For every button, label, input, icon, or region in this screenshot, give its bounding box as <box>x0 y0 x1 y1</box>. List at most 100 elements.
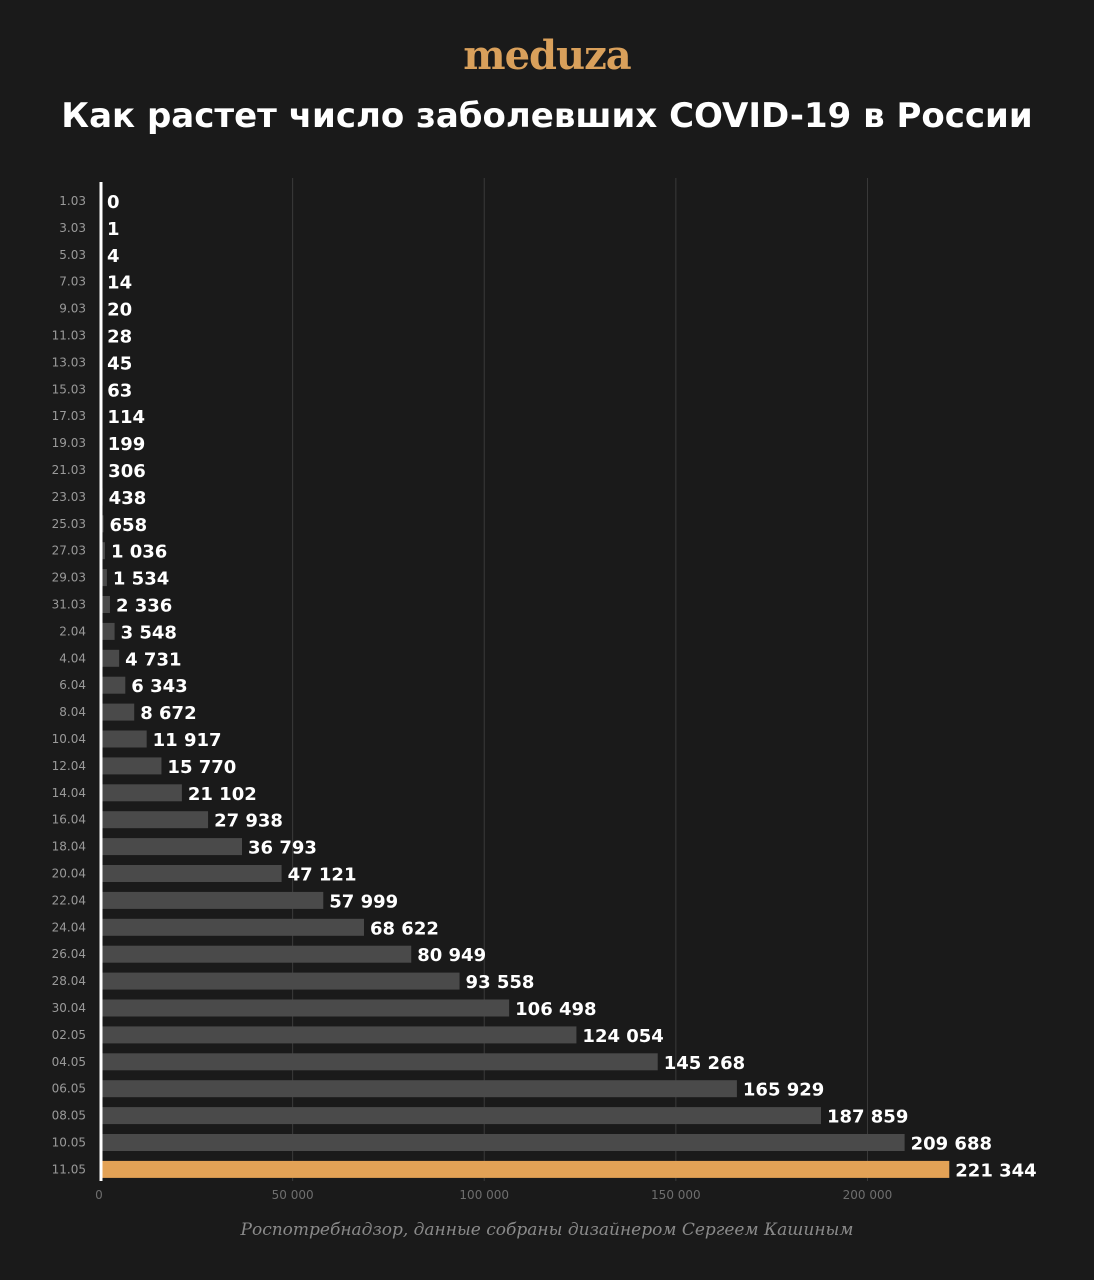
category-label: 3.03 <box>59 221 86 235</box>
value-label: 68 622 <box>370 918 439 939</box>
source-caption: Роспотребнадзор, данные собраны дизайнер… <box>240 1220 854 1240</box>
bar <box>101 1026 577 1044</box>
bar <box>101 891 324 909</box>
category-label: 14.04 <box>52 786 86 800</box>
x-tick-label: 0 <box>95 1188 103 1202</box>
value-label: 114 <box>107 407 145 428</box>
value-label: 4 <box>107 246 120 267</box>
value-label: 124 054 <box>582 1026 663 1047</box>
value-label: 57 999 <box>329 891 398 912</box>
category-label: 9.03 <box>59 302 86 316</box>
category-label: 29.03 <box>52 571 86 585</box>
value-label: 145 268 <box>664 1053 745 1074</box>
category-label: 6.04 <box>59 678 86 692</box>
bar <box>101 1134 905 1151</box>
value-label: 11 917 <box>153 730 222 751</box>
category-label: 10.05 <box>52 1136 86 1150</box>
value-label: 0 <box>107 192 120 213</box>
value-label: 45 <box>107 353 132 374</box>
value-label: 438 <box>109 488 147 509</box>
bar <box>101 1160 950 1178</box>
value-label: 199 <box>108 434 146 455</box>
chart-title: Как растет число заболевших COVID-19 в Р… <box>61 96 1033 136</box>
category-label: 18.04 <box>52 840 86 854</box>
value-label: 8 672 <box>140 703 196 724</box>
category-label: 04.05 <box>52 1055 86 1069</box>
value-label: 4 731 <box>125 649 181 670</box>
value-label: 27 938 <box>214 811 283 832</box>
value-label: 209 688 <box>911 1134 992 1155</box>
bar <box>101 596 110 613</box>
value-label: 3 548 <box>121 622 177 643</box>
value-label: 6 343 <box>131 676 187 697</box>
category-label: 26.04 <box>52 947 86 961</box>
bar <box>101 1053 658 1071</box>
category-label: 24.04 <box>52 920 86 934</box>
value-label: 20 <box>107 300 132 321</box>
category-label: 11.05 <box>52 1162 86 1176</box>
category-label: 17.03 <box>52 409 86 423</box>
x-tick-label: 50 000 <box>272 1188 314 1202</box>
bar <box>101 1080 737 1098</box>
bar <box>101 757 162 775</box>
category-label: 25.03 <box>52 517 86 531</box>
category-label: 7.03 <box>59 275 86 289</box>
value-label: 165 929 <box>743 1080 824 1101</box>
bar <box>101 676 126 694</box>
bar <box>101 730 147 748</box>
bar <box>101 1107 821 1125</box>
value-label: 187 859 <box>827 1107 908 1128</box>
x-tick-label: 100 000 <box>459 1188 509 1202</box>
bar <box>101 918 364 936</box>
bar <box>101 999 510 1017</box>
bar <box>101 784 182 802</box>
category-label: 15.03 <box>52 382 86 396</box>
category-label: 11.03 <box>52 329 86 343</box>
value-label: 1 036 <box>111 542 167 563</box>
value-label: 21 102 <box>188 784 257 805</box>
category-label: 2.04 <box>59 624 86 638</box>
category-label: 10.04 <box>52 732 86 746</box>
category-label: 06.05 <box>52 1082 86 1096</box>
x-tick-label: 150 000 <box>651 1188 701 1202</box>
category-label: 20.04 <box>52 867 86 881</box>
category-label: 08.05 <box>52 1109 86 1123</box>
value-label: 1 <box>107 219 120 240</box>
bar <box>101 542 105 560</box>
bar <box>101 865 282 882</box>
category-label: 19.03 <box>52 436 86 450</box>
x-tick-label: 200 000 <box>843 1188 893 1202</box>
bar <box>101 838 243 856</box>
category-label: 30.04 <box>52 1001 86 1015</box>
bar <box>101 569 107 587</box>
meduza-logo: meduza <box>463 32 631 79</box>
category-label: 27.03 <box>52 544 86 558</box>
category-label: 02.05 <box>52 1028 86 1042</box>
bar <box>101 622 115 640</box>
category-label: 1.03 <box>59 194 86 208</box>
value-label: 63 <box>107 380 132 401</box>
value-label: 15 770 <box>167 757 236 778</box>
bar <box>101 811 209 829</box>
value-label: 14 <box>107 273 132 294</box>
value-label: 221 344 <box>955 1160 1036 1181</box>
category-label: 12.04 <box>52 759 86 773</box>
bar <box>101 945 412 963</box>
category-label: 5.03 <box>59 248 86 262</box>
value-label: 658 <box>110 515 148 536</box>
category-label: 8.04 <box>59 705 86 719</box>
category-label: 13.03 <box>52 355 86 369</box>
value-label: 106 498 <box>515 999 596 1020</box>
value-label: 306 <box>108 461 146 482</box>
category-label: 4.04 <box>59 651 86 665</box>
category-label: 16.04 <box>52 813 86 827</box>
category-label: 21.03 <box>52 463 86 477</box>
value-label: 36 793 <box>248 838 317 859</box>
bar <box>101 649 120 667</box>
bar <box>101 703 135 721</box>
value-label: 80 949 <box>417 945 486 966</box>
value-label: 2 336 <box>116 596 172 617</box>
bar <box>101 972 460 990</box>
category-label: 28.04 <box>52 974 86 988</box>
